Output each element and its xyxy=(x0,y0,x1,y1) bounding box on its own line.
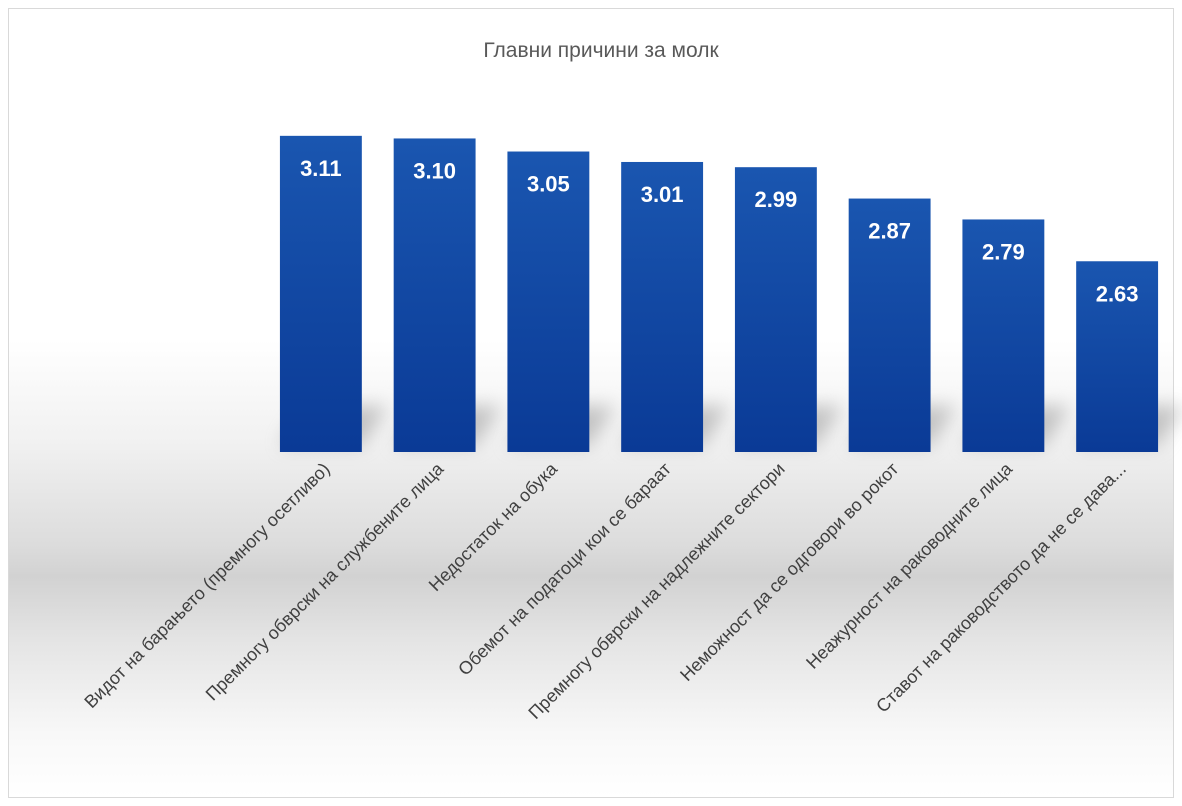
value-label: 3.10 xyxy=(413,158,456,183)
value-label: 2.79 xyxy=(982,239,1025,264)
value-label: 3.11 xyxy=(300,156,342,181)
category-label: Премногу обврски на службените лица xyxy=(202,458,449,705)
category-label: Неажурност на раководните лица xyxy=(802,458,1017,673)
value-label: 2.63 xyxy=(1096,281,1139,306)
category-label: Обемот на податоци кои се бараат xyxy=(454,459,675,680)
value-labels-group: 3.11 3.10 3.05 3.01 2.99 2.87 2.79 2.63 xyxy=(300,156,1138,306)
bar xyxy=(848,198,931,452)
category-label: Ставот на раководството да не се дава... xyxy=(872,459,1130,717)
bar xyxy=(734,167,817,452)
bar xyxy=(1076,261,1159,452)
value-label: 3.05 xyxy=(527,172,570,197)
value-label: 2.99 xyxy=(754,187,797,212)
category-label: Премногу обврски на надлежните сектори xyxy=(524,459,788,723)
category-label: Недостаток на обука xyxy=(425,458,562,595)
category-label: Видот на барањето (премногу осетливо) xyxy=(80,459,333,712)
chart-title: Главни причини за молк xyxy=(483,39,719,62)
bar xyxy=(962,219,1045,452)
bar xyxy=(393,138,476,453)
bar xyxy=(621,161,704,452)
bar xyxy=(507,151,590,453)
value-label: 2.87 xyxy=(868,219,911,244)
bars-group xyxy=(279,135,1159,453)
bar xyxy=(279,135,362,452)
category-labels-group: Видот на барањето (премногу осетливо)Пре… xyxy=(80,458,1130,723)
value-label: 3.01 xyxy=(641,182,684,207)
category-label: Неможност да се одговори во рокот xyxy=(676,459,902,685)
